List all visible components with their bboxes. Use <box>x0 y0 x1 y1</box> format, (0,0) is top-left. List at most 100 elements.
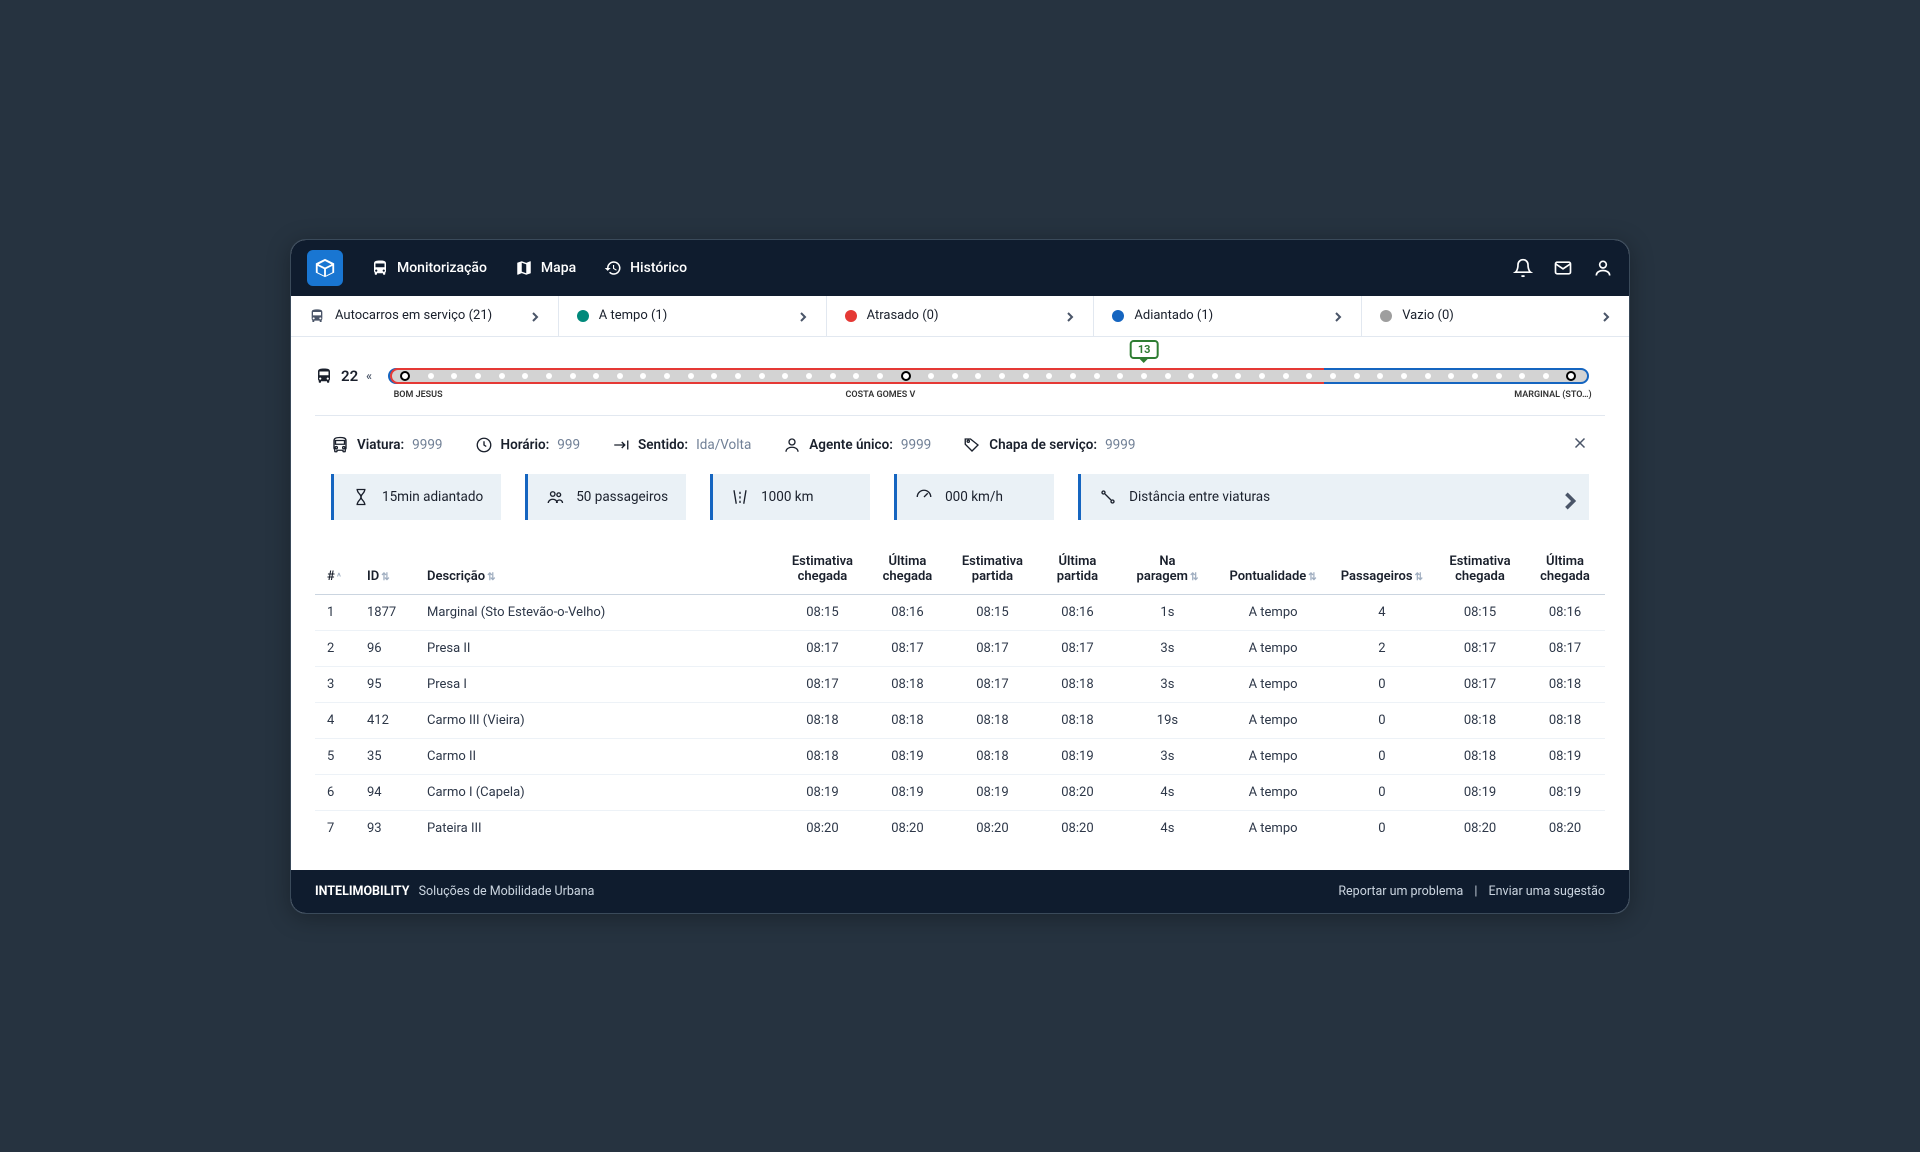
user-icon[interactable] <box>1593 258 1613 278</box>
stat-adiantado: 15min adiantado <box>331 474 501 520</box>
stat-distancia[interactable]: Distância entre viaturas <box>1078 474 1589 520</box>
filter-empty[interactable]: Vazio (0) <box>1362 296 1629 336</box>
stat-speed-text: 000 km/h <box>945 489 1003 505</box>
table-cell: 1877 <box>355 594 415 630</box>
mail-icon[interactable] <box>1553 258 1573 278</box>
route-dot <box>1543 373 1549 379</box>
table-cell: 35 <box>355 738 415 774</box>
logo[interactable] <box>307 250 343 286</box>
th-na-paragem[interactable]: Na paragem <box>1137 554 1188 584</box>
filter-ontime[interactable]: A tempo (1) <box>559 296 827 336</box>
filter-early[interactable]: Adiantado (1) <box>1094 296 1362 336</box>
table-cell: Presa II <box>415 630 777 666</box>
chevron-right-icon <box>1601 311 1611 321</box>
route-dot <box>475 373 481 379</box>
table-cell: 08:20 <box>867 810 947 846</box>
chevron-right-icon <box>1561 492 1571 502</box>
bell-icon[interactable] <box>1513 258 1533 278</box>
route-dot <box>1141 373 1147 379</box>
table-cell: 08:18 <box>947 738 1037 774</box>
sentido-value: Ida/Volta <box>696 437 751 453</box>
route-dot <box>1235 373 1241 379</box>
table-cell: 08:19 <box>777 774 867 810</box>
table-cell: 08:19 <box>1037 738 1117 774</box>
route-dot <box>877 373 883 379</box>
route-dot <box>1496 373 1502 379</box>
nav-monitor[interactable]: Monitorização <box>371 259 487 277</box>
table-row[interactable]: 793Pateira III08:2008:2008:2008:204sA te… <box>315 810 1605 846</box>
th-id[interactable]: ID <box>367 569 379 584</box>
table-cell: Presa I <box>415 666 777 702</box>
table-cell: 08:17 <box>1435 630 1525 666</box>
logo-icon <box>314 257 336 279</box>
detail-header: Viatura: 9999 Horário: 999 Sentido: Ida/… <box>315 416 1605 474</box>
table-cell: 08:18 <box>777 702 867 738</box>
route-dot <box>640 373 646 379</box>
table-cell: A tempo <box>1217 594 1328 630</box>
table-cell: 08:19 <box>1525 738 1605 774</box>
route-dot <box>952 373 958 379</box>
table-cell: 08:20 <box>1435 810 1525 846</box>
footer-suggest-link[interactable]: Enviar uma sugestão <box>1489 884 1605 899</box>
table-cell: 08:18 <box>777 738 867 774</box>
th-idx[interactable]: # <box>327 569 335 584</box>
table-row[interactable]: 11877Marginal (Sto Estevão-o-Velho)08:15… <box>315 594 1605 630</box>
map-icon <box>515 259 533 277</box>
field-chapa: Chapa de serviço: 9999 <box>963 436 1135 454</box>
table-cell: 08:18 <box>1037 702 1117 738</box>
footer-report-link[interactable]: Reportar um problema <box>1338 884 1463 899</box>
route-dot <box>664 373 670 379</box>
table-cell: 5 <box>315 738 355 774</box>
table-row[interactable]: 395Presa I08:1708:1808:1708:183sA tempo0… <box>315 666 1605 702</box>
table-cell: 7 <box>315 810 355 846</box>
table-cell: 08:18 <box>867 666 947 702</box>
th-passageiros[interactable]: Passageiros <box>1341 569 1413 584</box>
route-dot <box>1188 373 1194 379</box>
route-dot <box>546 373 552 379</box>
stat-passageiros-text: 50 passageiros <box>576 489 668 505</box>
nav-map[interactable]: Mapa <box>515 259 576 277</box>
filter-service[interactable]: Autocarros em serviço (21) <box>291 296 559 336</box>
route-dot <box>1330 373 1336 379</box>
route-dot <box>1566 371 1576 381</box>
table-row[interactable]: 535Carmo II08:1808:1908:1808:193sA tempo… <box>315 738 1605 774</box>
th-desc[interactable]: Descrição <box>427 569 485 584</box>
filter-ontime-label: A tempo (1) <box>599 308 667 323</box>
route-dot <box>1070 373 1076 379</box>
table-cell: Carmo II <box>415 738 777 774</box>
filter-empty-label: Vazio (0) <box>1402 308 1454 323</box>
filter-late[interactable]: Atrasado (0) <box>827 296 1095 336</box>
table-row[interactable]: 4412Carmo III (Vieira)08:1808:1808:1808:… <box>315 702 1605 738</box>
th-pontualidade[interactable]: Pontualidade <box>1229 569 1306 584</box>
field-horario: Horário: 999 <box>475 436 581 454</box>
th-ult-chegada[interactable]: Última chegada <box>883 554 933 584</box>
route-id[interactable]: 22 « <box>315 367 372 385</box>
table-row[interactable]: 296Presa II08:1708:1708:1708:173sA tempo… <box>315 630 1605 666</box>
horario-value: 999 <box>557 437 580 453</box>
table-cell: 08:20 <box>947 810 1037 846</box>
collapse-icon[interactable]: « <box>366 369 372 383</box>
th-ult-partida[interactable]: Última partida <box>1057 554 1098 584</box>
th-ult-chegada2[interactable]: Última chegada <box>1540 554 1590 584</box>
table-cell: 412 <box>355 702 415 738</box>
table-cell: 08:16 <box>867 594 947 630</box>
table-cell: 94 <box>355 774 415 810</box>
field-agente: Agente único: 9999 <box>783 436 931 454</box>
filter-service-label: Autocarros em serviço (21) <box>335 308 492 323</box>
th-est-chegada[interactable]: Estimativa chegada <box>792 554 853 584</box>
nav-history[interactable]: Histórico <box>604 259 687 277</box>
route-vehicle-marker[interactable]: 13 <box>1130 340 1159 359</box>
th-est-partida[interactable]: Estimativa partida <box>962 554 1023 584</box>
chevron-right-icon <box>1065 311 1075 321</box>
table-row[interactable]: 694Carmo I (Capela)08:1908:1908:1908:204… <box>315 774 1605 810</box>
route-dot <box>688 373 694 379</box>
table-cell: 08:18 <box>1525 702 1605 738</box>
close-button[interactable] <box>1571 434 1589 456</box>
stat-row: 15min adiantado 50 passageiros 1000 km 0… <box>315 474 1605 544</box>
table-cell: 6 <box>315 774 355 810</box>
table-cell: 3 <box>315 666 355 702</box>
route-end-label: MARGINAL (STO…) <box>1514 390 1591 400</box>
route-dot <box>1472 373 1478 379</box>
route-marker-value: 13 <box>1138 343 1151 356</box>
th-est-chegada2[interactable]: Estimativa chegada <box>1449 554 1510 584</box>
